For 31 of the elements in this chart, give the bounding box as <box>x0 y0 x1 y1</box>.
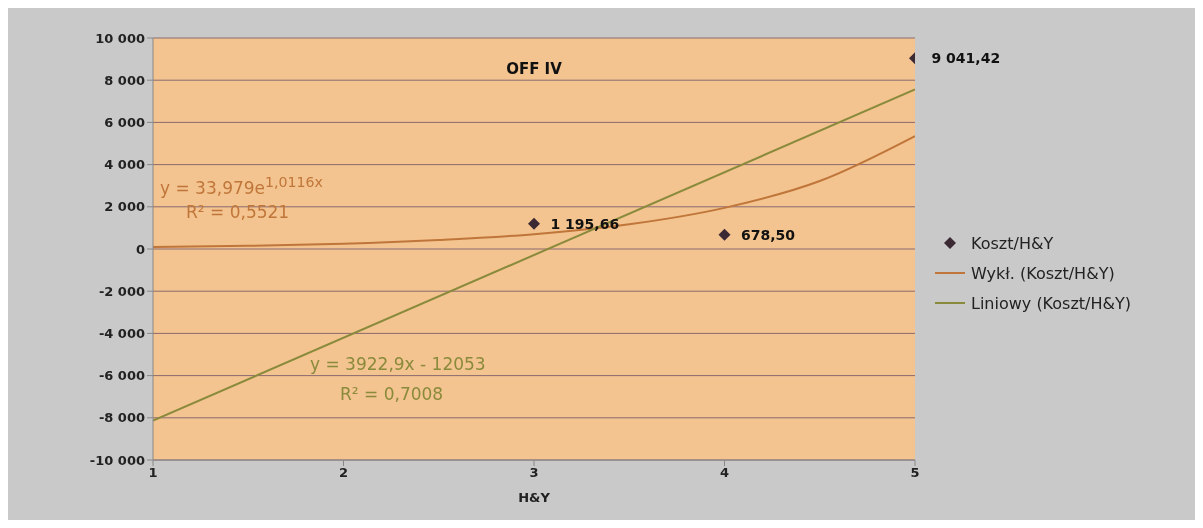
y-tick-label: 6 000 <box>104 115 145 131</box>
x-tick-label: 2 <box>338 465 349 481</box>
y-tick-label: -8 000 <box>98 410 145 426</box>
point <box>718 228 731 241</box>
annotation: R² = 0,7008 <box>340 384 444 404</box>
x-tick-label: 4 <box>719 465 730 481</box>
legend-label: Liniowy (Koszt/H&Y) <box>971 293 1132 313</box>
x-tick-label: 5 <box>910 465 920 481</box>
y-tick-label: 10 000 <box>95 30 145 46</box>
y-tick-label: -4 000 <box>98 326 145 342</box>
legend-label: Koszt/H&Y <box>971 233 1054 253</box>
x-axis-title: H&Y <box>518 490 551 505</box>
data-label: 1 195,66 <box>550 215 620 232</box>
annotation: R² = 0,5521 <box>186 202 290 222</box>
y-tick-label: -10 000 <box>89 452 145 468</box>
legend-label: Wykł. (Koszt/H&Y) <box>971 263 1115 283</box>
y-tick-label: -2 000 <box>98 283 145 299</box>
annotation: y = 3922,9x - 12053 <box>310 354 486 374</box>
line-series <box>153 135 915 248</box>
text: OFF IV <box>505 60 563 78</box>
y-tick-label: 8 000 <box>104 72 145 88</box>
annotation: y = 33,979e$^{1,0116x}$ <box>160 174 323 198</box>
y-tick-label: 4 000 <box>104 157 145 173</box>
x-tick-label: 1 <box>148 465 158 481</box>
point <box>528 217 540 230</box>
x-tick-label: 3 <box>529 465 539 481</box>
data-label: 678,50 <box>741 226 796 243</box>
data-label: 9 041,42 <box>931 50 1001 67</box>
y-tick-label: -6 000 <box>98 368 145 384</box>
y-tick-label: 0 <box>135 241 145 257</box>
y-tick-label: 2 000 <box>104 199 145 215</box>
